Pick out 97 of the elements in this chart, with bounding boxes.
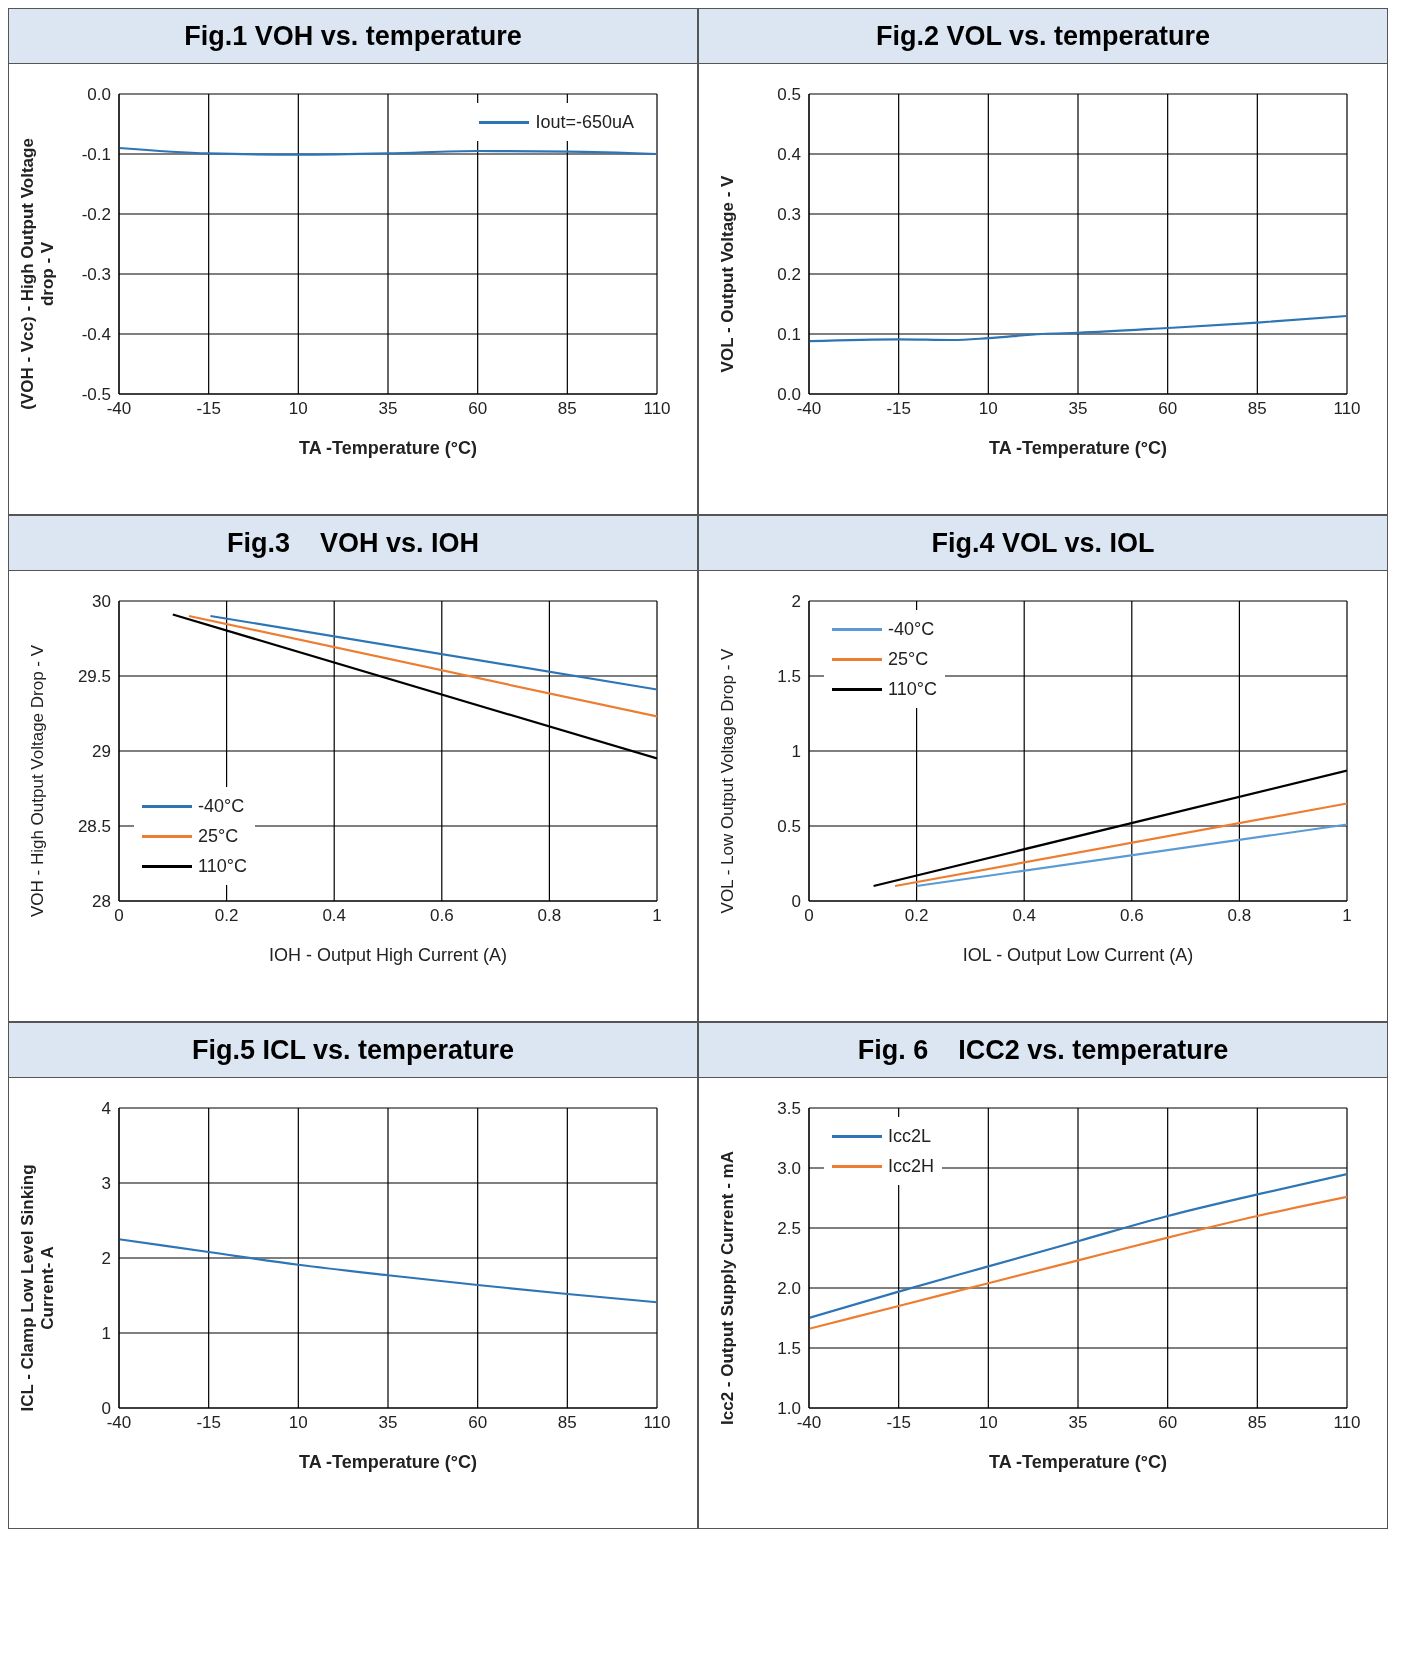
x-tick-label: 85	[1247, 1413, 1267, 1433]
x-tick-label: 35	[1068, 1413, 1088, 1433]
x-tick-label: 0.8	[1227, 906, 1252, 926]
x-tick-label: 0.6	[429, 906, 454, 926]
y-tick-label: 3.0	[777, 1159, 801, 1179]
chart-title: Fig.2 VOL vs. temperature	[699, 9, 1387, 64]
y-tick-label: 2.0	[777, 1279, 801, 1299]
x-tick-label: 110	[643, 399, 671, 419]
x-tick-label: 0.6	[1119, 906, 1144, 926]
x-tick-label: -15	[886, 1413, 911, 1433]
x-tick-label: 0.4	[1012, 906, 1037, 926]
x-tick-label: 0.2	[214, 906, 239, 926]
x-axis-title: IOL - Output Low Current (A)	[962, 945, 1194, 965]
x-tick-label: 10	[288, 1413, 308, 1433]
legend-label: -40°C	[198, 795, 245, 819]
x-tick-label: 110	[643, 1413, 671, 1433]
y-tick-label: -0.1	[81, 145, 111, 165]
y-tick-label: 0.0	[87, 85, 111, 105]
y-tick-label: 0.3	[777, 205, 801, 225]
y-tick-label: 0.5	[777, 817, 801, 837]
x-axis-title: TA -Temperature (°C)	[989, 1452, 1167, 1472]
chart-title: Fig.3 VOH vs. IOH	[9, 516, 697, 571]
legend-label: 25°C	[888, 648, 929, 671]
x-tick-label: 60	[1158, 1413, 1178, 1433]
y-tick-label: 1.5	[777, 667, 801, 687]
y-tick-label: 30	[92, 592, 111, 612]
y-tick-label: -0.4	[81, 325, 111, 345]
chart-title: Fig. 6 ICC2 vs. temperature	[699, 1023, 1387, 1078]
x-tick-label: 35	[1068, 399, 1088, 419]
x-tick-label: -15	[196, 399, 221, 419]
line-series	[809, 314, 1347, 343]
y-tick-label: 28.5	[77, 817, 111, 837]
x-axis-title: TA -Temperature (°C)	[989, 438, 1167, 458]
y-tick-label: -0.2	[81, 205, 111, 225]
x-tick-label: 60	[468, 1413, 488, 1433]
y-tick-label: 3	[101, 1174, 111, 1194]
y-tick-label: 0.5	[777, 85, 801, 105]
x-axis-title: TA -Temperature (°C)	[299, 438, 477, 458]
x-axis-title: TA -Temperature (°C)	[299, 1452, 477, 1472]
line-series	[809, 1172, 1347, 1320]
chart-title: Fig.4 VOL vs. IOL	[699, 516, 1387, 571]
y-axis-title: ICL - Clamp Low Level Sinking Current- A	[18, 1164, 57, 1412]
line-series	[119, 1238, 657, 1304]
legend-label: -40°C	[888, 618, 935, 641]
legend-label: 110°C	[888, 678, 937, 701]
y-tick-label: 2.5	[777, 1219, 801, 1239]
line-series	[119, 146, 657, 156]
x-tick-label: 1	[652, 906, 662, 926]
y-tick-label: 3.5	[777, 1099, 801, 1119]
y-tick-label: 29	[92, 742, 111, 762]
y-tick-label: 4	[101, 1099, 111, 1119]
x-tick-label: 0.8	[537, 906, 562, 926]
legend-label: 25°C	[198, 825, 239, 849]
y-tick-label: -0.3	[81, 265, 111, 285]
y-tick-label: 0	[791, 892, 801, 912]
y-axis-title: VOL - Output Voltage - V	[718, 174, 737, 373]
x-tick-label: 0.2	[904, 906, 929, 926]
chart-title: Fig.1 VOH vs. temperature	[9, 9, 697, 64]
x-tick-label: 0	[804, 906, 814, 926]
x-tick-label: -15	[196, 1413, 221, 1433]
y-tick-label: 29.5	[77, 667, 111, 687]
legend-label: Icc2L	[888, 1125, 932, 1148]
legend-label: Icc2H	[888, 1155, 935, 1178]
line-series	[809, 1195, 1347, 1330]
x-tick-label: 10	[978, 1413, 998, 1433]
x-tick-label: 0	[114, 906, 124, 926]
x-tick-label: 85	[557, 399, 577, 419]
y-tick-label: 1	[101, 1324, 111, 1344]
x-tick-label: 10	[978, 399, 998, 419]
x-tick-label: 85	[1247, 399, 1267, 419]
y-tick-label: 1.5	[777, 1339, 801, 1359]
x-tick-label: 1	[1342, 906, 1352, 926]
y-axis-title: VOH - High Output Voltage Drop - V	[28, 644, 47, 918]
y-tick-label: 0.2	[777, 265, 801, 285]
y-tick-label: 2	[101, 1249, 111, 1269]
y-axis-title: Icc2 - Output Supply Current - mA	[718, 1151, 737, 1425]
x-tick-label: 0.4	[322, 906, 347, 926]
legend-label: Iout=-650uA	[535, 111, 634, 134]
chart-title: Fig.5 ICL vs. temperature	[9, 1023, 697, 1078]
x-tick-label: 10	[288, 399, 308, 419]
x-tick-label: 60	[468, 399, 488, 419]
x-tick-label: 35	[378, 399, 398, 419]
x-tick-label: -15	[886, 399, 911, 419]
y-axis-title: VOL - Low Output Voltage Drop - V	[718, 647, 737, 914]
x-tick-label: 110	[1333, 1413, 1361, 1433]
x-tick-label: 110	[1333, 399, 1361, 419]
x-tick-label: 60	[1158, 399, 1178, 419]
y-tick-label: 28	[92, 892, 111, 912]
y-tick-label: 2	[791, 592, 801, 612]
y-tick-label: 1	[791, 742, 801, 762]
y-tick-label: 0.4	[777, 145, 801, 165]
x-tick-label: 35	[378, 1413, 398, 1433]
legend-label: 110°C	[198, 855, 247, 879]
x-axis-title: IOH - Output High Current (A)	[268, 945, 508, 965]
y-axis-title: (VOH - Vcc) - High Output Voltage drop - V	[18, 138, 57, 410]
x-tick-label: 85	[557, 1413, 577, 1433]
y-tick-label: 0.1	[777, 325, 801, 345]
